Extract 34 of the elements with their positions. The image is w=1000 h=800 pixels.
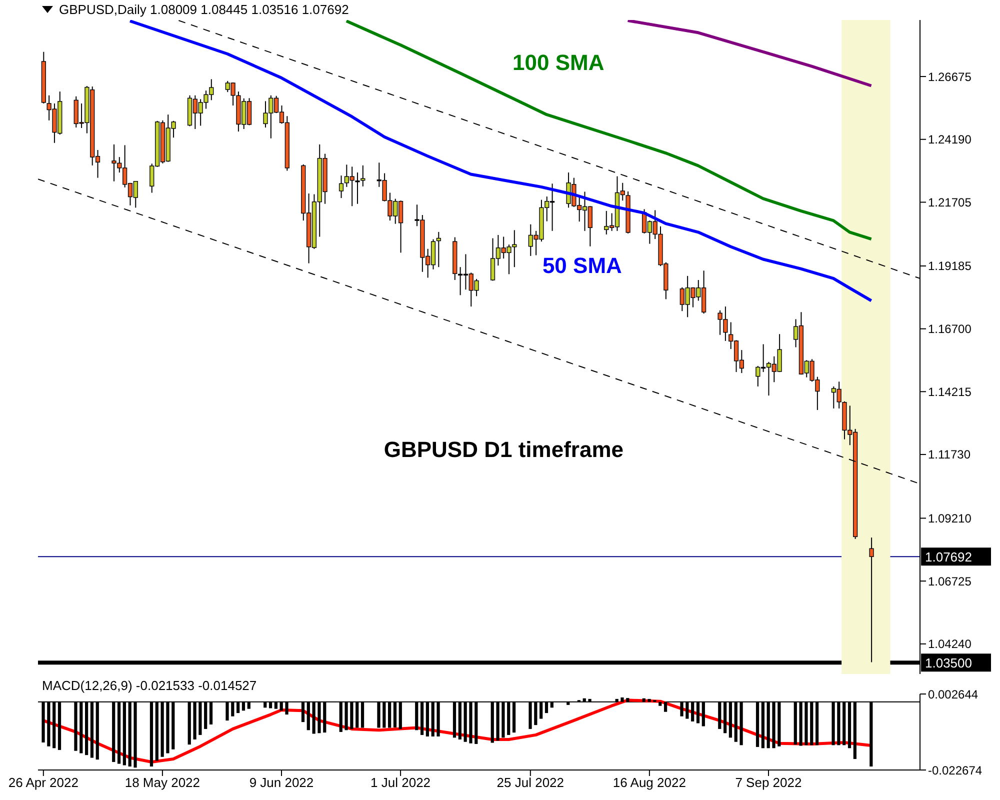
y-tick-label: 1.04240: [928, 637, 972, 652]
chart-title: GBPUSD,Daily 1.08009 1.08445 1.03516 1.07692: [59, 2, 349, 17]
x-tick-label: 26 Apr 2022: [8, 775, 78, 790]
x-tick-label: 9 Jun 2022: [249, 775, 314, 790]
y-tick-label: 0.002644: [928, 687, 978, 702]
y-tick-label: 1.06725: [928, 574, 972, 588]
candlestick: [436, 231, 441, 268]
series-label: 50 SMA: [542, 252, 622, 279]
chart-title: MACD(12,26,9) -0.021533 -0.014527: [42, 678, 257, 693]
candlestick: [355, 172, 360, 204]
y-tick-label: 1.16700: [928, 322, 972, 336]
y-tick-label: 1.11730: [928, 448, 971, 462]
x-tick-label: 16 Aug 2022: [612, 775, 686, 790]
candlestick: [869, 537, 874, 663]
line-series: [626, 20, 873, 88]
y-tick-label: 1.19185: [928, 259, 972, 274]
candlestick: [360, 164, 366, 187]
x-tick-label: 18 May 2022: [124, 775, 200, 790]
series-label: 100 SMA: [512, 50, 604, 76]
y-tick-label: -0.022674: [928, 763, 982, 778]
x-tick-label: 7 Sep 2022: [735, 775, 802, 790]
y-tick-label: 1.09210: [928, 511, 972, 526]
y-tick-label: 1.14215: [928, 384, 972, 399]
candlestick: [338, 175, 344, 199]
annotation: GBPUSD D1 timeframe: [384, 437, 624, 464]
line-series: [128, 20, 873, 302]
x-tick-label: 25 Jul 2022: [496, 775, 564, 790]
y-tick-label: 1.26675: [928, 70, 972, 84]
ref-line-label: 1.03500: [925, 656, 972, 671]
y-tick-label: 1.24190: [928, 132, 972, 147]
y-tick-label: 1.21705: [928, 195, 972, 210]
x-tick-label: 1 Jul 2022: [370, 775, 431, 790]
ref-line-label: 1.07692: [925, 550, 972, 565]
line-series: [344, 20, 873, 241]
